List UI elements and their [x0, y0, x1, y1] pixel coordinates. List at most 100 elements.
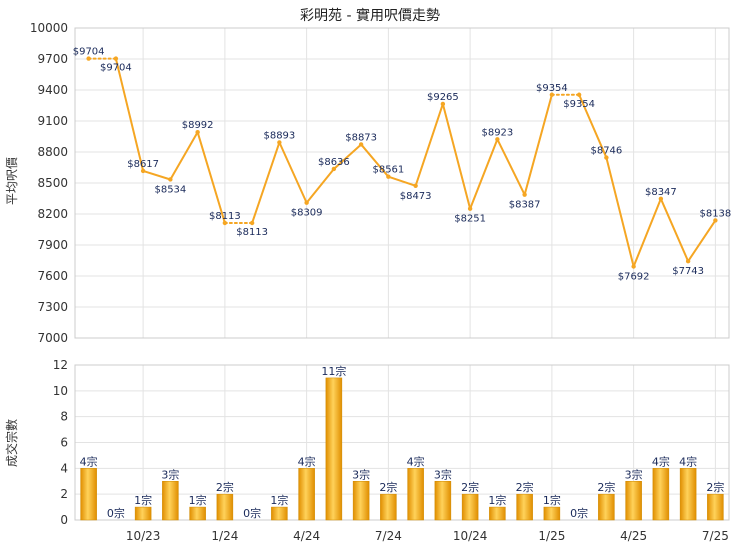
- line-point: [522, 192, 527, 197]
- line-data-label: $9704: [73, 47, 105, 58]
- line-point: [713, 218, 718, 223]
- bar-data-label: 3宗: [352, 467, 370, 481]
- line-data-label: $9704: [100, 63, 132, 74]
- line-y-tick: 7300: [37, 300, 68, 314]
- line-segment: [496, 138, 526, 196]
- line-y-tick: 10000: [30, 21, 68, 35]
- line-y-axis-label: 平均呎價: [5, 157, 19, 205]
- bar-data-label: 1宗: [134, 493, 152, 507]
- bar-y-axis-label: 成交宗數: [4, 419, 19, 467]
- bar-data-label: 4宗: [679, 454, 697, 468]
- x-tick-label: 4/25: [620, 529, 647, 543]
- line-point: [467, 206, 473, 211]
- bar-data-label: 4宗: [652, 454, 670, 468]
- bar: [271, 506, 288, 521]
- line-data-label: $7692: [618, 271, 650, 282]
- bar: [489, 506, 506, 521]
- bar: [352, 481, 370, 521]
- bar: [516, 493, 533, 521]
- bar-data-label: 3宗: [161, 467, 179, 481]
- bar-y-tick: 6: [60, 436, 68, 450]
- bar-data-label: 3宗: [434, 467, 452, 481]
- line-segment: [469, 138, 499, 210]
- x-tick-label: 10/23: [126, 529, 161, 543]
- bar-y-tick: 10: [53, 384, 68, 398]
- line-point: [495, 137, 500, 142]
- bar-data-label: 2宗: [216, 480, 234, 494]
- line-y-tick: 9400: [37, 83, 68, 97]
- x-tick-label: 4/24: [293, 529, 320, 543]
- line-data-label: $8309: [291, 208, 323, 219]
- line-point: [168, 177, 173, 182]
- line-point: [413, 183, 418, 188]
- line-data-label: $8617: [127, 159, 159, 170]
- bar: [434, 481, 452, 521]
- bar-data-label: 11宗: [321, 364, 346, 378]
- line-point: [331, 166, 337, 172]
- line-segment: [687, 219, 717, 263]
- bar: [216, 493, 234, 521]
- x-tick-label: 1/25: [538, 529, 565, 543]
- line-point: [576, 92, 582, 97]
- line-data-label: $8534: [154, 184, 186, 195]
- line-segment: [523, 93, 553, 196]
- line-point: [549, 92, 555, 97]
- bar-data-label: 0宗: [243, 506, 261, 520]
- bar-data-label: 4宗: [407, 454, 425, 468]
- line-data-label: $7743: [672, 266, 704, 277]
- line-data-label: $8113: [209, 211, 241, 222]
- bar: [80, 468, 97, 521]
- bar-y-tick: 8: [60, 410, 68, 424]
- line-segment: [605, 156, 635, 268]
- line-segment: [332, 143, 363, 170]
- x-tick-label: 7/24: [375, 529, 402, 543]
- x-tick-label: 7/25: [702, 529, 729, 543]
- bar: [679, 468, 697, 521]
- line-point: [604, 155, 609, 160]
- line-point: [658, 196, 664, 202]
- line-y-tick: 8200: [37, 207, 68, 221]
- bar-data-label: 0宗: [107, 506, 125, 520]
- line-data-label: $8893: [263, 130, 295, 141]
- line-point: [140, 168, 146, 174]
- bar-y-tick: 12: [53, 358, 68, 372]
- bar-y-tick: 0: [60, 513, 68, 527]
- line-point: [685, 259, 691, 264]
- bar: [162, 481, 179, 521]
- bar: [407, 468, 424, 521]
- line-segment: [278, 141, 308, 204]
- bar: [189, 506, 206, 521]
- line-point: [440, 101, 446, 107]
- bar-data-label: 4宗: [298, 454, 316, 468]
- line-y-tick: 7000: [37, 331, 68, 345]
- bar-plot-frame: [74, 364, 730, 521]
- bar: [325, 377, 343, 521]
- line-data-label: $9354: [536, 83, 568, 94]
- bar: [707, 493, 724, 521]
- line-segment: [387, 175, 417, 187]
- line-segment: [659, 197, 690, 263]
- line-y-tick: 7900: [37, 238, 68, 252]
- bar-data-label: 1宗: [270, 493, 288, 507]
- line-data-label: $8636: [318, 157, 350, 168]
- bar: [543, 506, 561, 521]
- line-segment: [114, 57, 145, 172]
- line-segment: [169, 131, 199, 181]
- line-data-label: $8387: [509, 200, 541, 211]
- bar: [625, 481, 642, 521]
- bar-data-label: 3宗: [625, 467, 643, 481]
- bar: [598, 493, 615, 521]
- line-segment: [360, 143, 390, 178]
- line-data-label: $8923: [481, 127, 513, 138]
- line-point: [222, 220, 228, 226]
- bar: [652, 468, 670, 521]
- bar-y-tick: 2: [60, 487, 68, 501]
- line-point: [195, 129, 200, 135]
- bar: [380, 493, 397, 521]
- line-y-tick: 7600: [37, 269, 68, 283]
- bar: [461, 493, 479, 521]
- bar-data-label: 0宗: [570, 506, 588, 520]
- x-tick-label: 1/24: [211, 529, 238, 543]
